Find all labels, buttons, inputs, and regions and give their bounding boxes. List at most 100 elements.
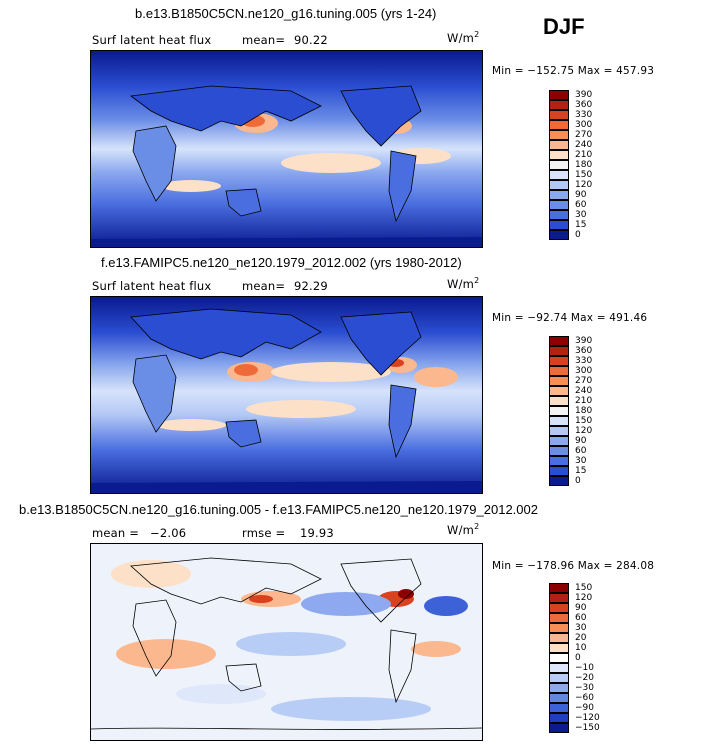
panel-3-units: W/m2 [447, 522, 480, 537]
colorbar-tick-label: 0 [575, 230, 581, 240]
colorbar-tick-label: 150 [575, 416, 593, 426]
colorbar-swatch [549, 426, 569, 436]
colorbar-tick-label: 15 [575, 220, 587, 230]
colorbar-tick-label: 90 [575, 436, 587, 446]
colorbar-tick-label: −90 [575, 703, 594, 713]
colorbar-swatch [549, 336, 569, 346]
colorbar-tick-label: 120 [575, 180, 593, 190]
colorbar-tick-label: 0 [575, 476, 581, 486]
colorbar-tick-label: 270 [575, 376, 593, 386]
panel-1-mean-label: mean= [242, 33, 286, 47]
colorbar-tick-label: 330 [575, 110, 593, 120]
colorbar-swatch [549, 356, 569, 366]
colorbar-swatch [549, 663, 569, 673]
season-label: DJF [543, 14, 585, 39]
colorbar-swatch [549, 723, 569, 733]
panel-2-units: W/m2 [447, 276, 480, 291]
colorbar-swatch [549, 110, 569, 120]
colorbar-tick-label: 180 [575, 160, 593, 170]
colorbar-swatch [549, 140, 569, 150]
panel-1-mean-value: 90.22 [294, 33, 328, 47]
colorbar-swatch [549, 180, 569, 190]
colorbar-swatch [549, 693, 569, 703]
colorbar-swatch [549, 170, 569, 180]
panel-1-minmax: Min = −152.75 Max = 457.93 [492, 65, 655, 77]
panel-1-variable: Surf latent heat flux [92, 33, 212, 47]
colorbar-tick-label: 390 [575, 336, 593, 346]
colorbar-tick-label: −120 [575, 713, 600, 723]
colorbar-tick-label: 240 [575, 386, 593, 396]
panel-3-mean-value: −2.06 [150, 526, 187, 540]
colorbar-tick-label: −60 [575, 693, 594, 703]
colorbar-tick-label: 30 [575, 210, 587, 220]
colorbar-swatch [549, 90, 569, 100]
colorbar-tick-label: 60 [575, 200, 587, 210]
colorbar-tick-label: −150 [575, 723, 600, 733]
panel-2-map [90, 296, 483, 494]
colorbar-swatch [549, 476, 569, 486]
colorbar-swatch [549, 346, 569, 356]
colorbar-swatch [549, 583, 569, 593]
colorbar-tick-label: 330 [575, 356, 593, 366]
colorbar-swatch [549, 603, 569, 613]
panel-1-units: W/m2 [447, 30, 480, 45]
colorbar-swatch [549, 446, 569, 456]
colorbar-tick-label: −20 [575, 673, 594, 683]
colorbar-tick-label: 15 [575, 466, 587, 476]
colorbar-tick-label: 30 [575, 456, 587, 466]
colorbar-swatch [549, 100, 569, 110]
colorbar-tick-label: 240 [575, 140, 593, 150]
colorbar-tick-label: 60 [575, 613, 587, 623]
colorbar-swatch [549, 130, 569, 140]
panel-2-mean-value: 92.29 [294, 279, 328, 293]
colorbar-tick-label: 10 [575, 643, 587, 653]
colorbar-swatch [549, 653, 569, 663]
colorbar-swatch [549, 200, 569, 210]
colorbar-tick-label: 360 [575, 346, 593, 356]
colorbar-swatch [549, 643, 569, 653]
colorbar-tick-label: −30 [575, 683, 594, 693]
colorbar-tick-label: 390 [575, 90, 593, 100]
panel-2-variable: Surf latent heat flux [92, 279, 212, 293]
colorbar-swatch [549, 436, 569, 446]
colorbar-tick-label: 30 [575, 623, 587, 633]
colorbar-swatch [549, 376, 569, 386]
colorbar-tick-label: 90 [575, 603, 587, 613]
colorbar-tick-label: 90 [575, 190, 587, 200]
colorbar-swatch [549, 456, 569, 466]
colorbar-tick-label: 300 [575, 366, 593, 376]
colorbar-tick-label: 210 [575, 396, 593, 406]
colorbar-swatch [549, 633, 569, 643]
colorbar-swatch [549, 150, 569, 160]
colorbar-swatch [549, 683, 569, 693]
colorbar-swatch [549, 210, 569, 220]
colorbar-swatch [549, 406, 569, 416]
colorbar-swatch [549, 190, 569, 200]
panel-2-minmax: Min = −92.74 Max = 491.46 [492, 312, 648, 324]
colorbar-tick-label: 150 [575, 170, 593, 180]
panel-3-rmse-label: rmse = [242, 526, 286, 540]
colorbar-swatch [549, 593, 569, 603]
panel-3-rmse-value: 19.93 [300, 526, 334, 540]
panel-3-minmax: Min = −178.96 Max = 284.08 [492, 560, 655, 572]
colorbar-swatch [549, 466, 569, 476]
colorbar-tick-label: −10 [575, 663, 594, 673]
colorbar-tick-label: 60 [575, 446, 587, 456]
colorbar-swatch [549, 613, 569, 623]
colorbar-swatch [549, 713, 569, 723]
colorbar-tick-label: 210 [575, 150, 593, 160]
colorbar-swatch [549, 120, 569, 130]
panel-3-mean-label: mean = [92, 526, 140, 540]
panel-1-map [90, 50, 483, 248]
colorbar-swatch [549, 366, 569, 376]
panel-3-map [90, 543, 483, 741]
panel-3-title: b.e13.B1850C5CN.ne120_g16.tuning.005 - f… [19, 502, 538, 517]
colorbar-swatch [549, 386, 569, 396]
colorbar-tick-label: 360 [575, 100, 593, 110]
colorbar-swatch [549, 416, 569, 426]
colorbar-tick-label: 0 [575, 653, 581, 663]
colorbar-swatch [549, 396, 569, 406]
colorbar-tick-label: 20 [575, 633, 587, 643]
colorbar-tick-label: 270 [575, 130, 593, 140]
colorbar-swatch [549, 703, 569, 713]
